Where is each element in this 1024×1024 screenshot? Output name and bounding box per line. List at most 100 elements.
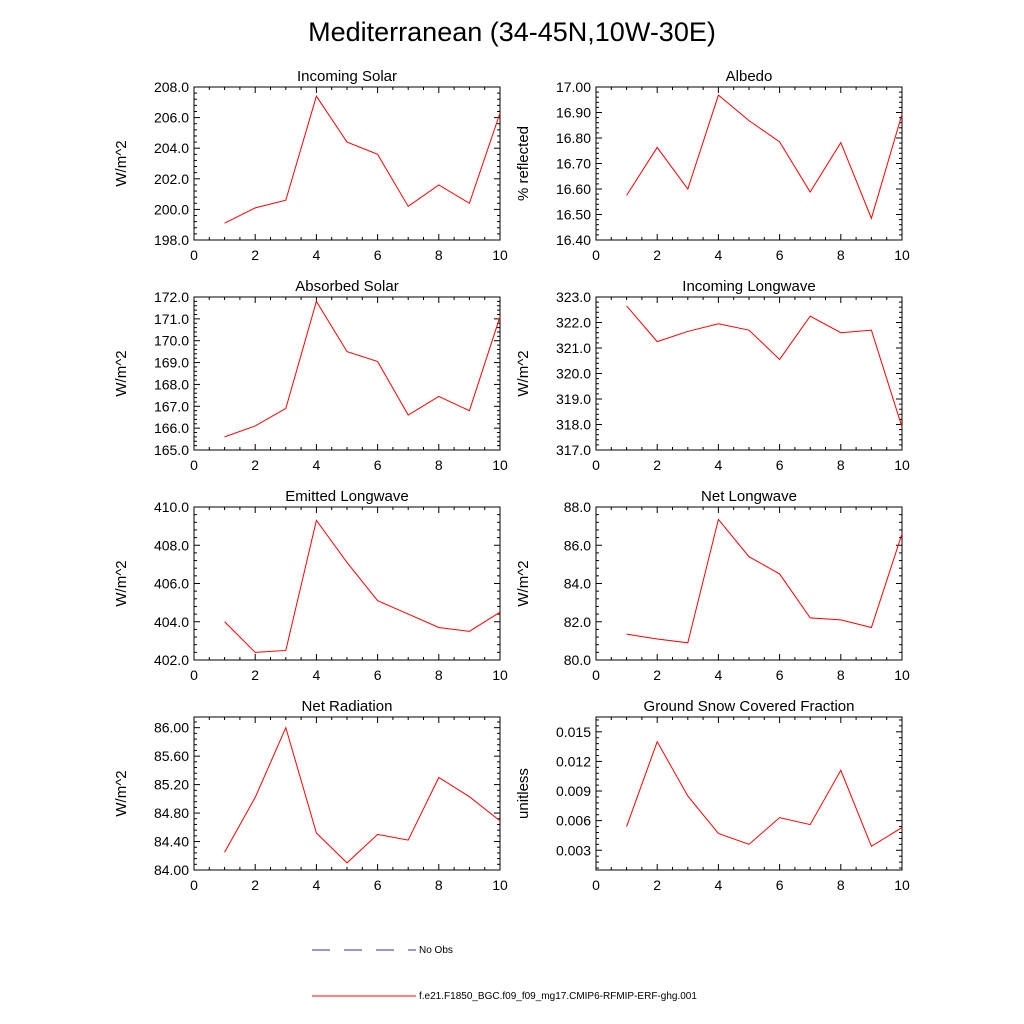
y-axis-label-emitted-longwave: W/m^2: [113, 560, 130, 606]
series-line-absorbed-solar: [224, 300, 501, 438]
plot-frame-incoming-solar: [193, 86, 501, 241]
y-tick-label-ground-snow-covered-fraction: 0.009: [556, 783, 591, 799]
y-tick-label-incoming-longwave: 319.0: [556, 391, 591, 407]
y-tick-label-incoming-longwave: 323.0: [556, 289, 591, 305]
y-tick-label-albedo: 16.80: [556, 130, 591, 146]
y-tick-label-net-radiation: 84.80: [154, 805, 189, 821]
x-tick-label-ground-snow-covered-fraction: 10: [894, 877, 910, 893]
panel-incoming-longwave: Incoming Longwave W/m^2 0 2 4 6 8 10 317.0 318.0 3…: [515, 278, 910, 473]
panel-title-incoming-longwave: Incoming Longwave: [682, 278, 815, 295]
y-tick-label-net-radiation: 85.60: [154, 748, 189, 764]
x-tick-label-absorbed-solar: 2: [251, 457, 259, 473]
panels: Incoming Solar W/m^2 0 2 4 6 8 10 198.0 200.0 202.…: [113, 68, 910, 893]
plot-frame-absorbed-solar: [193, 296, 501, 451]
x-tick-label-net-radiation: 6: [374, 877, 382, 893]
panel-net-radiation: Net Radiation W/m^2 0 2 4 6 8 10 84.00 84.40 84.80…: [113, 698, 508, 893]
plot-frame-incoming-longwave: [595, 296, 903, 451]
x-tick-label-emitted-longwave: 10: [492, 667, 508, 683]
x-tick-label-incoming-longwave: 6: [776, 457, 784, 473]
y-tick-label-net-radiation: 84.40: [154, 834, 189, 850]
y-tick-label-absorbed-solar: 172.0: [154, 289, 189, 305]
y-tick-label-emitted-longwave: 404.0: [154, 614, 189, 630]
y-tick-label-incoming-solar: 198.0: [154, 232, 189, 248]
y-tick-label-emitted-longwave: 410.0: [154, 499, 189, 515]
series-line-incoming-solar: [224, 95, 501, 224]
legend-label-model: f.e21.F1850_BGC.f09_f09_mg17.CMIP6-RFMIP…: [419, 991, 697, 1002]
y-tick-label-net-longwave: 80.0: [564, 652, 591, 668]
x-tick-label-albedo: 4: [715, 247, 723, 263]
y-tick-label-net-longwave: 82.0: [564, 614, 591, 630]
x-tick-label-net-longwave: 6: [776, 667, 784, 683]
legend-label-no-obs: No Obs: [419, 945, 453, 956]
panel-ground-snow-covered-fraction: Ground Snow Covered Fraction unitless 0 2 4 6…: [515, 698, 910, 893]
x-tick-label-emitted-longwave: 0: [190, 667, 198, 683]
x-tick-label-net-radiation: 8: [435, 877, 443, 893]
plot-frame-ground-snow-covered-fraction: [595, 716, 903, 871]
y-tick-label-net-radiation: 84.00: [154, 862, 189, 878]
series-line-albedo: [626, 94, 903, 220]
y-tick-label-absorbed-solar: 165.0: [154, 442, 189, 458]
y-tick-label-net-radiation: 85.20: [154, 777, 189, 793]
x-tick-label-absorbed-solar: 10: [492, 457, 508, 473]
y-tick-label-incoming-longwave: 321.0: [556, 340, 591, 356]
panel-net-longwave: Net Longwave W/m^2 0 2 4 6 8 10 80.0 82.0 84.0 86.0…: [515, 488, 910, 683]
y-tick-label-incoming-longwave: 318.0: [556, 417, 591, 433]
y-tick-label-net-longwave: 86.0: [564, 537, 591, 553]
series-line-ground-snow-covered-fraction: [626, 740, 903, 848]
x-tick-label-incoming-solar: 4: [313, 247, 321, 263]
x-tick-label-net-longwave: 4: [715, 667, 723, 683]
x-tick-label-net-radiation: 4: [313, 877, 321, 893]
y-tick-label-albedo: 16.50: [556, 207, 591, 223]
y-axis-label-net-radiation: W/m^2: [113, 770, 130, 816]
x-tick-label-net-radiation: 2: [251, 877, 259, 893]
y-tick-label-absorbed-solar: 166.0: [154, 420, 189, 436]
y-tick-label-absorbed-solar: 171.0: [154, 311, 189, 327]
y-axis-label-incoming-solar: W/m^2: [113, 140, 130, 186]
x-tick-label-ground-snow-covered-fraction: 6: [776, 877, 784, 893]
x-tick-label-net-longwave: 10: [894, 667, 910, 683]
panel-title-ground-snow-covered-fraction: Ground Snow Covered Fraction: [644, 698, 855, 715]
x-tick-label-ground-snow-covered-fraction: 0: [592, 877, 600, 893]
panel-title-emitted-longwave: Emitted Longwave: [285, 488, 408, 505]
panel-title-net-radiation: Net Radiation: [302, 698, 393, 715]
x-tick-label-incoming-longwave: 2: [653, 457, 661, 473]
panel-incoming-solar: Incoming Solar W/m^2 0 2 4 6 8 10 198.0 200.0 202.…: [113, 68, 508, 263]
y-tick-label-absorbed-solar: 169.0: [154, 355, 189, 371]
x-tick-label-albedo: 0: [592, 247, 600, 263]
y-tick-label-ground-snow-covered-fraction: 0.006: [556, 813, 591, 829]
x-tick-label-net-radiation: 10: [492, 877, 508, 893]
x-tick-label-incoming-longwave: 4: [715, 457, 723, 473]
panel-title-net-longwave: Net Longwave: [701, 488, 797, 505]
y-tick-label-ground-snow-covered-fraction: 0.003: [556, 842, 591, 858]
x-tick-label-absorbed-solar: 8: [435, 457, 443, 473]
x-tick-label-albedo: 2: [653, 247, 661, 263]
y-tick-label-absorbed-solar: 168.0: [154, 376, 189, 392]
y-tick-label-absorbed-solar: 170.0: [154, 333, 189, 349]
x-tick-label-albedo: 10: [894, 247, 910, 263]
x-tick-label-albedo: 8: [837, 247, 845, 263]
x-tick-label-emitted-longwave: 6: [374, 667, 382, 683]
x-tick-label-ground-snow-covered-fraction: 8: [837, 877, 845, 893]
x-tick-label-absorbed-solar: 6: [374, 457, 382, 473]
y-tick-label-incoming-solar: 206.0: [154, 110, 189, 126]
x-tick-label-incoming-solar: 8: [435, 247, 443, 263]
series-line-net-radiation: [224, 726, 501, 864]
y-tick-label-albedo: 17.00: [556, 79, 591, 95]
plot-frame-net-radiation: [193, 716, 501, 871]
x-tick-label-net-longwave: 2: [653, 667, 661, 683]
x-tick-label-incoming-solar: 10: [492, 247, 508, 263]
series-line-net-longwave: [626, 518, 903, 644]
x-tick-label-net-longwave: 8: [837, 667, 845, 683]
y-tick-label-incoming-solar: 204.0: [154, 140, 189, 156]
series-line-emitted-longwave: [224, 519, 501, 653]
x-tick-label-albedo: 6: [776, 247, 784, 263]
y-tick-label-albedo: 16.60: [556, 181, 591, 197]
y-tick-label-albedo: 16.70: [556, 156, 591, 172]
x-tick-label-ground-snow-covered-fraction: 4: [715, 877, 723, 893]
y-tick-label-albedo: 16.40: [556, 232, 591, 248]
y-tick-label-net-radiation: 86.00: [154, 720, 189, 736]
x-tick-label-emitted-longwave: 2: [251, 667, 259, 683]
y-tick-label-albedo: 16.90: [556, 105, 591, 121]
y-tick-label-incoming-longwave: 322.0: [556, 315, 591, 331]
figure-title: Mediterranean (34-45N,10W-30E): [308, 17, 716, 47]
